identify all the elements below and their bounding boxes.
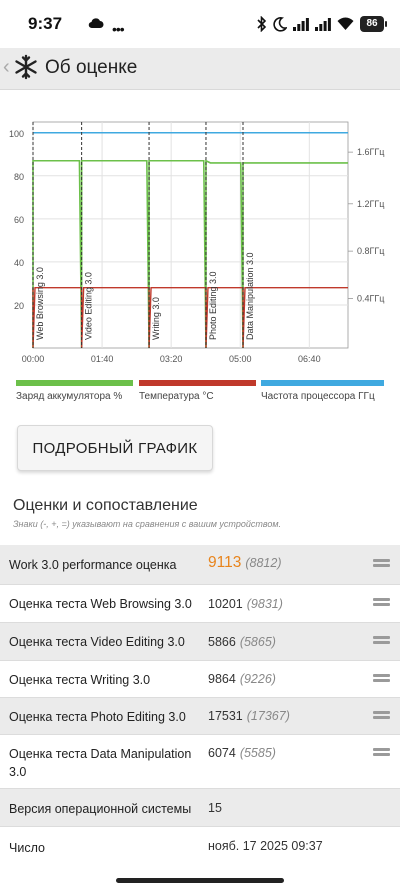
equal-icon [373,636,390,647]
row-value: 17531 (17367) [208,709,290,723]
table-row: Число нояб. 17 2025 09:37 [0,827,400,867]
score-value: 9864 [208,672,236,686]
y-right-tick-label: 0.8ГГц [357,246,384,256]
x-tick-label: 05:00 [229,354,252,364]
test-marker-label: Video Editing 3.0 [84,272,94,340]
bluetooth-icon [257,16,267,32]
legend-label-temperature: Температура °C [139,391,214,402]
equal-icon [373,598,390,609]
chart-legend: Заряд аккумулятора % Температура °C Част… [0,380,400,404]
legend-label-cpu: Частота процессора ГГц [261,391,375,402]
x-tick-label: 01:40 [91,354,114,364]
score-value: 10201 [208,597,243,611]
equal-icon [373,748,390,759]
legend-item-cpu: Частота процессора ГГц [261,380,384,402]
y-tick-label: 80 [14,172,24,182]
row-value: 9113 (8812) [208,554,281,572]
row-value: 9864 (9226) [208,672,276,686]
y-tick-label: 60 [14,215,24,225]
legend-swatch-battery [16,380,133,386]
equal-icon [373,711,390,722]
legend-swatch-temperature [139,380,256,386]
app-bar: ‹ Об оценке [0,48,400,90]
test-marker-label: Data Manipulation 3.0 [245,252,255,340]
equal-icon [373,559,390,570]
row-label: Work 3.0 performance оценка [9,558,177,572]
row-label: Оценка теста Web Browsing 3.0 [9,597,192,611]
y-right-tick-label: 1.6ГГц [357,147,384,157]
row-value: 15 [208,801,222,815]
y-tick-label: 40 [14,258,24,268]
x-tick-label: 03:20 [160,354,183,364]
signal-icon-2 [315,18,331,31]
monitoring-chart: 100 80 60 40 20 00:00 01:40 03:20 05:00 06:40 1.6Г… [0,100,400,380]
legend-item-temperature: Температура °C [139,380,256,402]
home-indicator[interactable] [116,878,284,883]
signal-icon [293,18,309,31]
legend-label-battery: Заряд аккумулятора % [16,391,123,402]
test-marker-label: Writing 3.0 [151,297,161,340]
x-tick-label: 00:00 [22,354,45,364]
row-label: Версия операционной системы [9,802,192,816]
legend-swatch-cpu [261,380,384,386]
row-value: 6074 (5585) [208,746,276,760]
row-value: 10201 (9831) [208,597,283,611]
score-compare: (5585) [239,746,276,760]
score-compare: (9831) [246,597,283,611]
score-compare: (8812) [245,556,282,570]
score-value: 17531 [208,709,243,723]
chevron-left-icon[interactable]: ‹ [3,56,10,78]
more-notifications-icon: ••• [112,21,125,37]
row-value: нояб. 17 2025 09:37 [208,839,323,853]
table-row: Оценка теста Video Editing 3.0 5866 (5865… [0,623,400,661]
y-right-tick-label: 0.4ГГц [357,293,384,303]
plot-area [32,121,349,349]
score-compare: (17367) [246,709,290,723]
table-row: Оценка теста Photo Editing 3.0 17531 (173… [0,698,400,735]
battery-icon: 86 [360,16,387,32]
y-tick-label: 20 [14,301,24,311]
snowflake-icon [15,54,37,80]
row-label: Оценка теста Data Manipulation 3.0 [9,747,192,779]
row-label: Оценка теста Video Editing 3.0 [9,635,185,649]
legend-item-battery: Заряд аккумулятора % [16,380,133,402]
row-label: Число [9,841,45,855]
scores-section-note: Знаки (-, +, =) указывают на сравнения с… [13,519,282,529]
status-bar: 9:37 ••• 86 [0,0,400,48]
table-row: Оценка теста Writing 3.0 9864 (9226) [0,661,400,698]
table-row: Оценка теста Data Manipulation 3.0 6074(… [0,735,400,789]
score-compare: (5865) [239,635,276,649]
score-value: 5866 [208,635,236,649]
page-title: Об оценке [45,57,138,78]
moon-icon [273,17,287,32]
y-tick-label: 100 [9,129,24,139]
score-value: 6074 [208,746,236,760]
row-value: 5866 (5865) [208,635,276,649]
table-row: Work 3.0 performance оценка 9113 (8812) [0,545,400,585]
equal-icon [373,674,390,685]
scores-section-title: Оценки и сопоставление [13,497,198,514]
series-line-battery [32,159,348,349]
y-right-tick-label: 1.2ГГц [357,199,384,209]
detailed-chart-button[interactable]: ПОДРОБНЫЙ ГРАФИК [17,425,213,471]
cloud-icon [88,18,104,29]
score-compare: (9226) [239,672,276,686]
scores-table: Work 3.0 performance оценка 9113 (8812) О… [0,545,400,867]
wifi-icon [337,17,354,30]
x-tick-label: 06:40 [298,354,321,364]
status-time: 9:37 [28,14,63,33]
chart-svg: 100 80 60 40 20 00:00 01:40 03:20 05:00 06:40 1.6Г… [9,121,384,364]
score-value: 9113 [208,554,242,571]
table-row: Оценка теста Web Browsing 3.0 10201 (9831… [0,585,400,623]
row-label: Оценка теста Photo Editing 3.0 [9,710,186,724]
status-icons: 86 [257,14,387,34]
test-marker-label: Photo Editing 3.0 [208,271,218,340]
table-row: Версия операционной системы 15 [0,789,400,827]
test-marker-label: Web Browsing 3.0 [35,267,45,340]
row-label: Оценка теста Writing 3.0 [9,673,151,687]
